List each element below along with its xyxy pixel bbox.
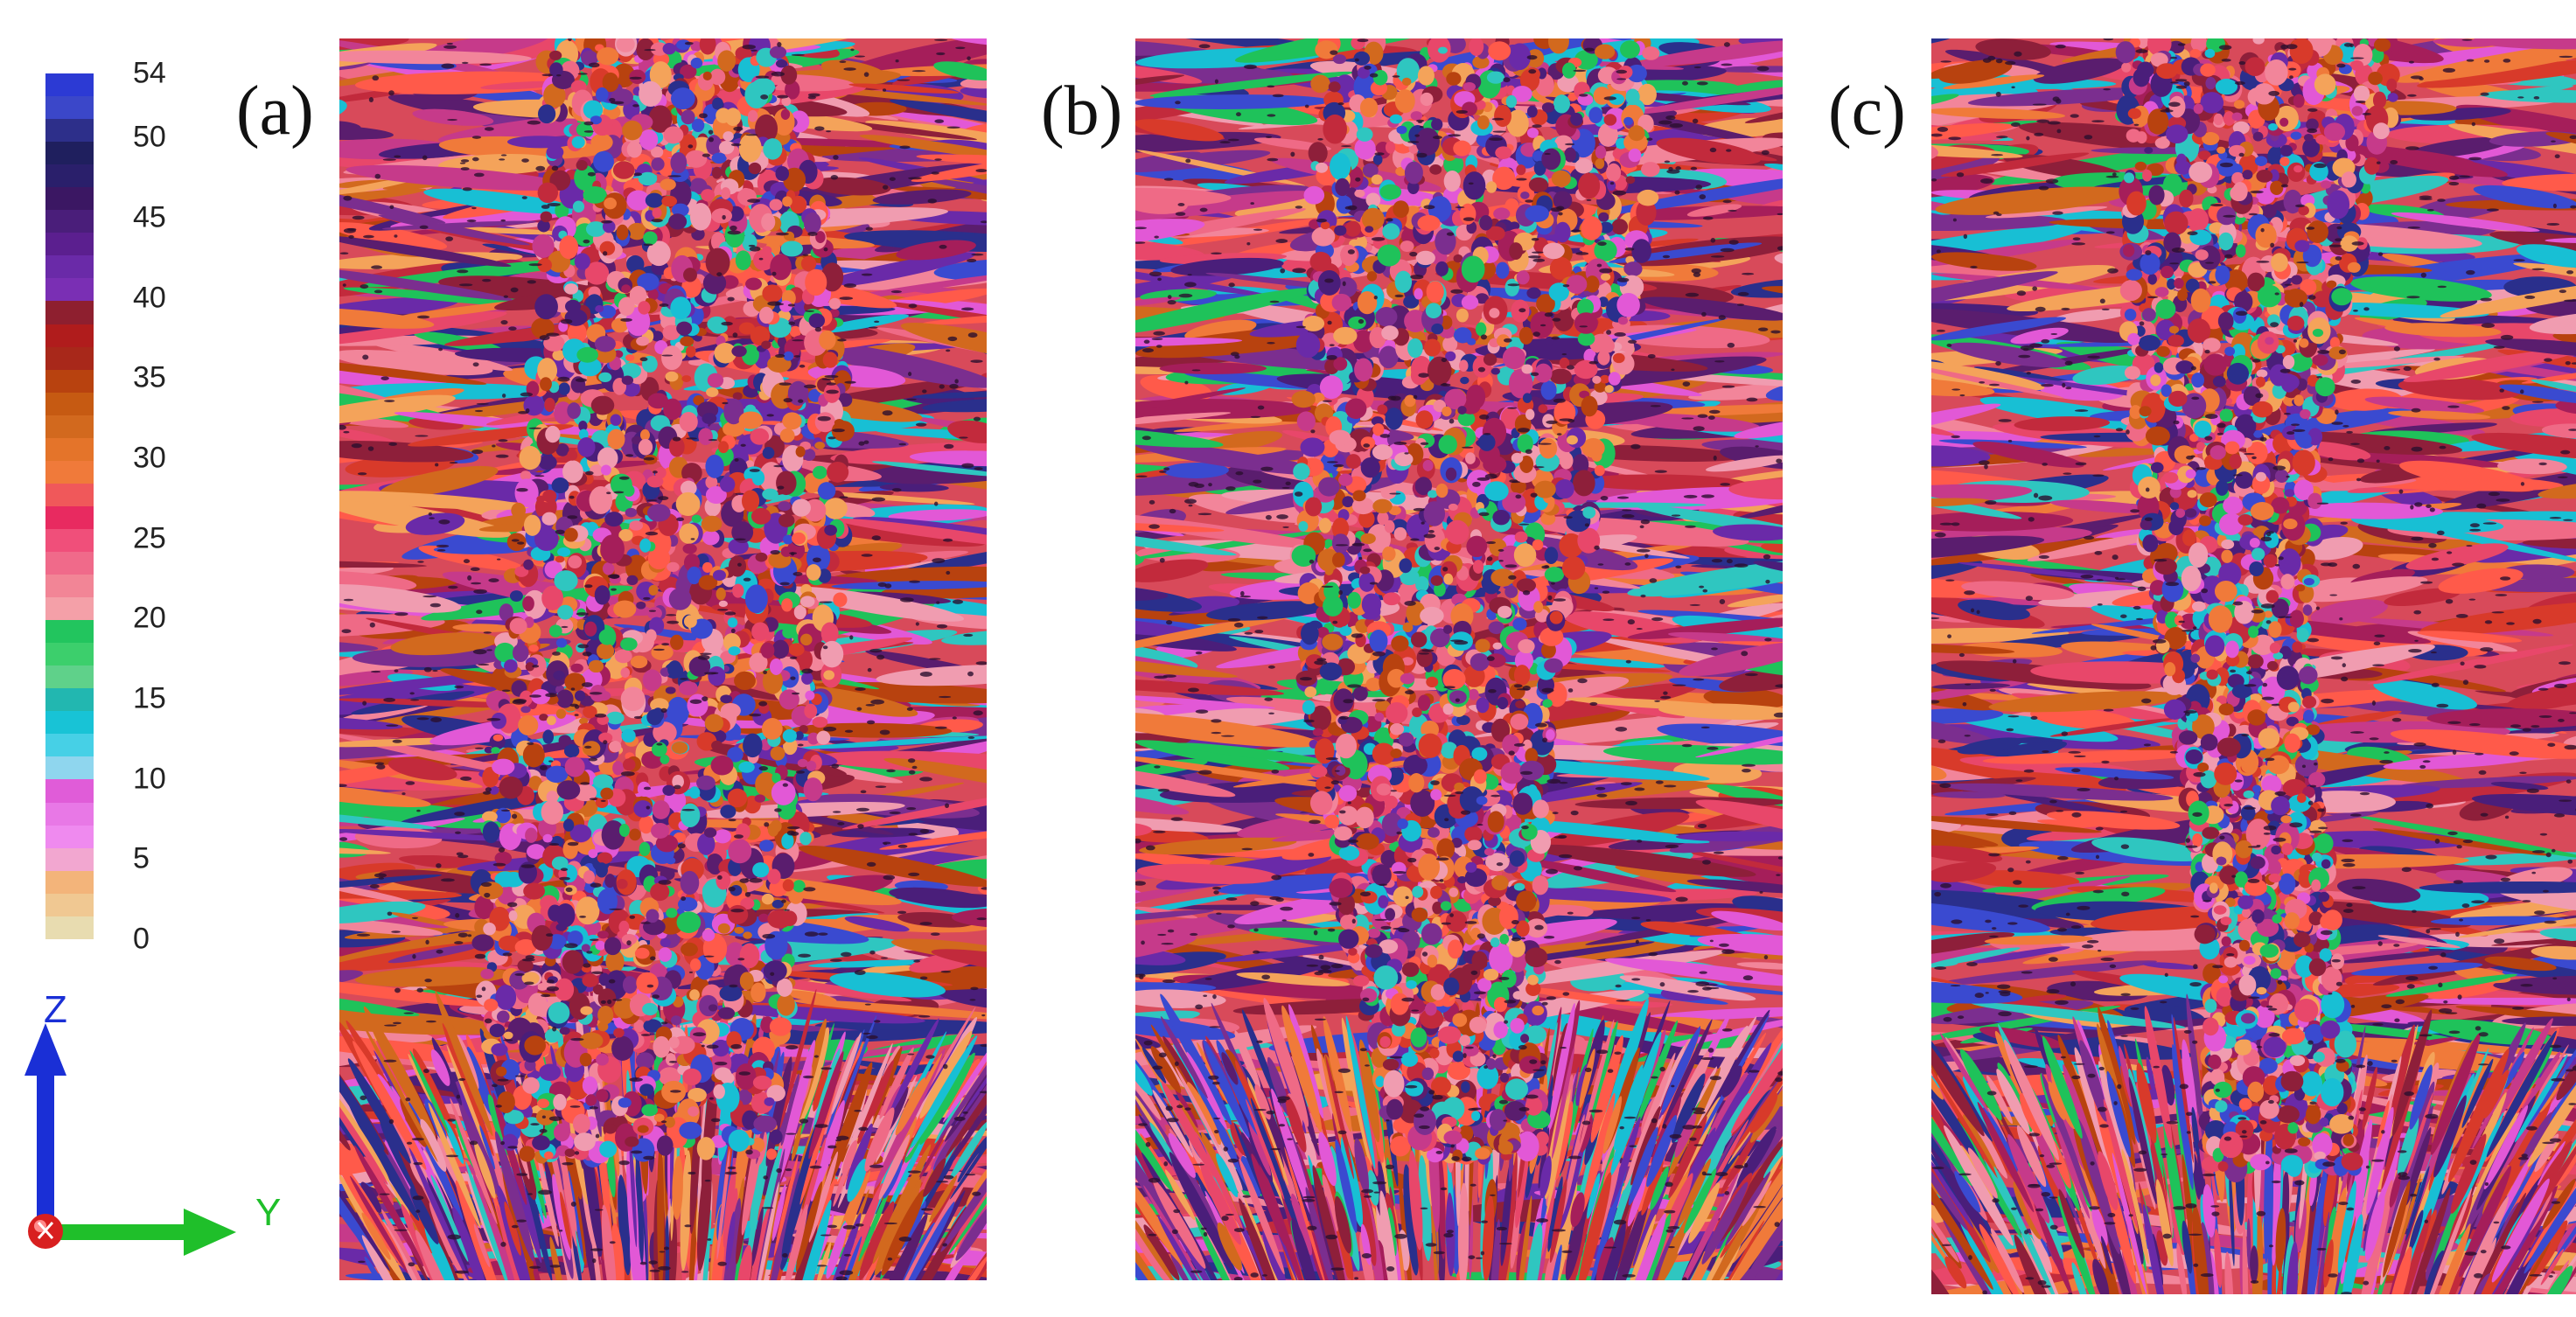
colorbar-segment: [45, 847, 94, 871]
colorbar-segment: [45, 73, 94, 97]
colorbar-segment: [45, 575, 94, 598]
panel-label-a: (a): [236, 73, 314, 150]
colorbar-tick-label: 54: [133, 56, 166, 90]
colorbar-tick-label: 25: [133, 521, 166, 555]
colorbar-tick-label: 10: [133, 762, 166, 796]
colorbar-tick-label: 40: [133, 281, 166, 315]
colorbar-segment: [45, 187, 94, 211]
colorbar-segment: [45, 278, 94, 302]
colorbar-segment: [45, 96, 94, 120]
colorbar-segment: [45, 210, 94, 233]
grain-layer: [1931, 38, 2576, 1294]
panel-label-b: (b): [1041, 73, 1123, 150]
colorbar-segment: [45, 597, 94, 621]
colorbar-segment: [45, 164, 94, 188]
colorbar-segment: [45, 392, 94, 415]
colorbar-tick-label: 45: [133, 200, 166, 234]
colorbar-segment: [45, 346, 94, 370]
grain-layer: [1135, 38, 1783, 1280]
colorbar-segment: [45, 528, 94, 552]
colorbar-segment: [45, 369, 94, 393]
colorbar-segment: [45, 119, 94, 143]
x-axis-dot: [28, 1214, 63, 1249]
colorbar-segment: [45, 301, 94, 324]
colorbar-segment: [45, 437, 94, 461]
colorbar-segment: [45, 415, 94, 438]
grain-map-panel-a: [339, 38, 987, 1280]
colorbar-segment: [45, 665, 94, 689]
colorbar-segment: [45, 505, 94, 529]
colorbar-segment: [45, 255, 94, 279]
colorbar-segment: [45, 779, 94, 803]
colorbar-segment: [45, 916, 94, 939]
colorbar-tick-label: 15: [133, 681, 166, 715]
z-axis-label: Z: [44, 988, 67, 1031]
colorbar-segment: [45, 643, 94, 666]
colorbar-segment: [45, 551, 94, 575]
colorbar-segment: [45, 142, 94, 165]
colorbar-tick-label: 5: [133, 841, 150, 875]
colorbar-tick-label: 30: [133, 441, 166, 475]
triad-arrows: [24, 1023, 236, 1256]
colorbar-segment: [45, 802, 94, 826]
colorbar-segment: [45, 483, 94, 506]
colorbar-tick-label: 50: [133, 120, 166, 154]
colorbar-segment: [45, 460, 94, 484]
coordinate-triad: Z Y: [17, 971, 315, 1286]
colorbar-segment: [45, 711, 94, 735]
colorbar-legend: 54 50 45 40 35 30 25 20 15 10 5 0: [45, 57, 220, 956]
colorbar-segment: [45, 870, 94, 894]
y-axis-label: Y: [255, 1191, 282, 1234]
z-axis-arrow: [24, 1023, 66, 1233]
colorbar-segment: [45, 324, 94, 347]
colorbar-tick-label: 0: [133, 922, 150, 956]
grain-layer: [339, 38, 987, 1280]
colorbar-segment: [45, 620, 94, 644]
colorbar-tick-label: 35: [133, 360, 166, 394]
colorbar-segment: [45, 233, 94, 256]
colorbar-gradient: [45, 73, 94, 939]
grain-map-panel-c: [1931, 38, 2576, 1294]
colorbar-segment: [45, 756, 94, 780]
colorbar-segment: [45, 825, 94, 848]
grain-map-panel-b: [1135, 38, 1783, 1280]
panel-label-c: (c): [1828, 73, 1906, 150]
y-axis-arrow: [52, 1209, 236, 1256]
colorbar-segment: [45, 734, 94, 757]
colorbar-tick-label: 20: [133, 601, 166, 635]
colorbar-segment: [45, 688, 94, 712]
colorbar-segment: [45, 893, 94, 916]
